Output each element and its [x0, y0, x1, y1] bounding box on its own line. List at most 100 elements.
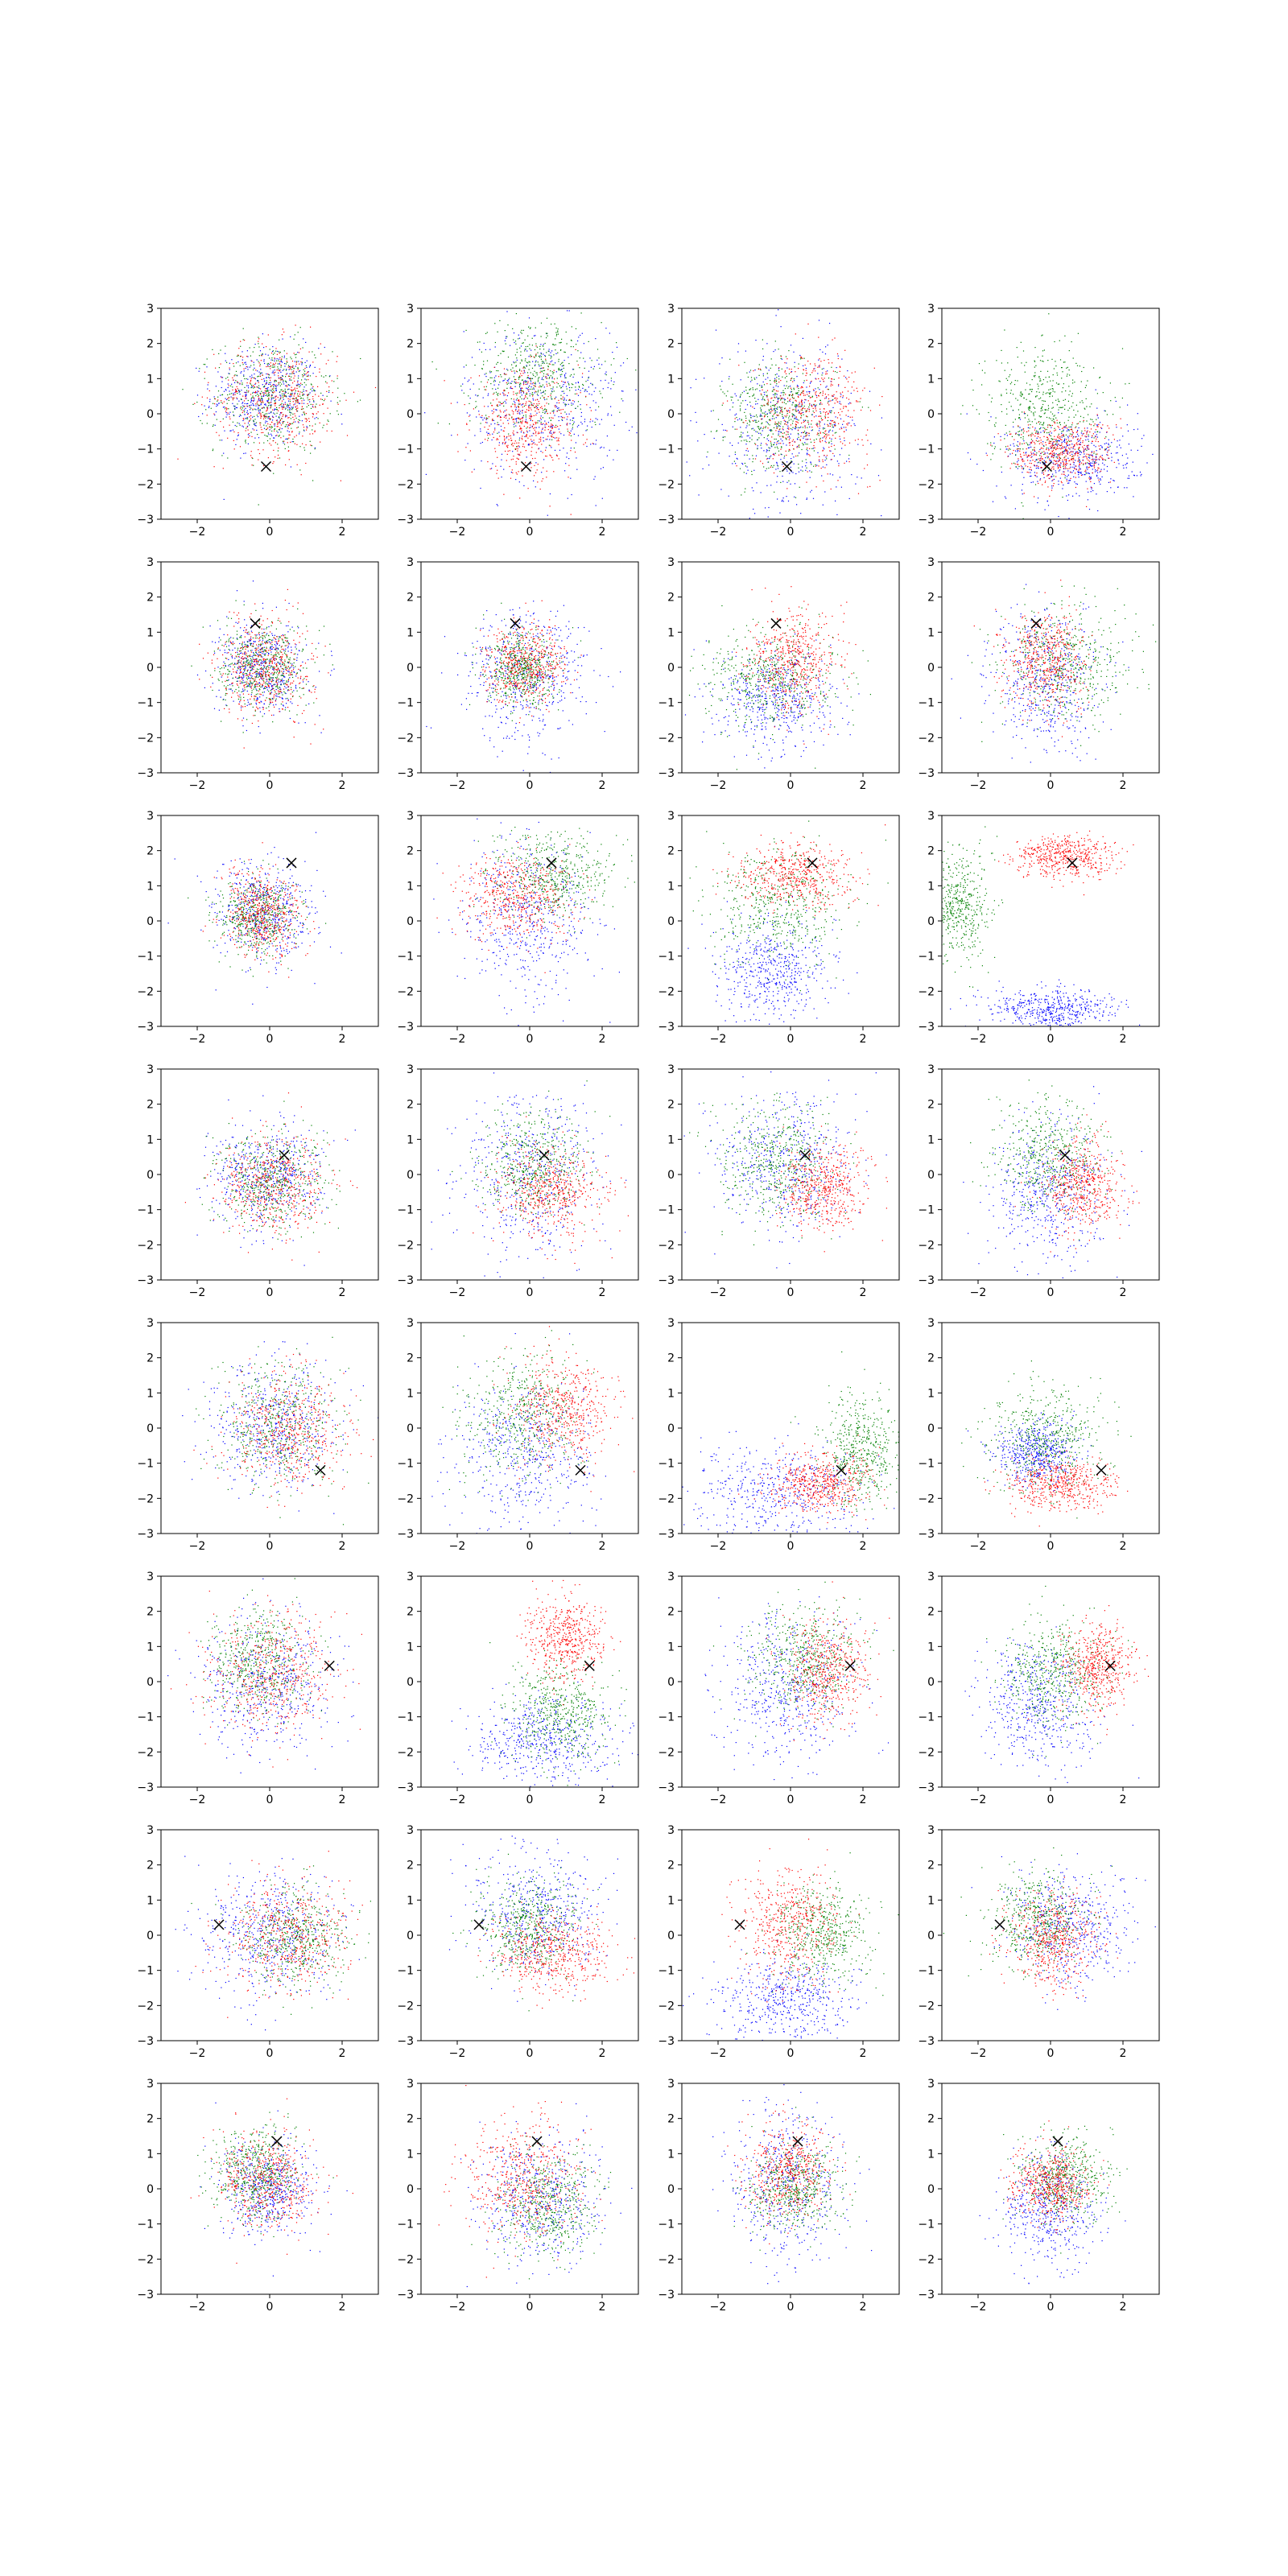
scatter-point: [770, 466, 771, 468]
scatter-point: [770, 406, 772, 407]
scatter-point: [242, 328, 244, 329]
scatter-point: [1092, 460, 1094, 462]
scatter-point: [742, 400, 744, 402]
scatter-point: [832, 398, 834, 401]
scatter-point: [605, 371, 607, 373]
scatter-point: [246, 365, 247, 368]
scatter-point: [270, 395, 272, 397]
scatter-point: [291, 398, 293, 399]
scatter-point: [246, 350, 248, 352]
scatter-point: [485, 422, 487, 423]
scatter-point: [990, 416, 992, 418]
scatter-point: [544, 420, 546, 422]
scatter-point: [510, 459, 512, 460]
scatter-point: [288, 369, 290, 370]
x-tick-label: 0: [787, 526, 795, 539]
scatter-point: [209, 401, 211, 402]
scatter-point: [444, 380, 445, 382]
scatter-point: [250, 398, 252, 400]
scatter-point: [786, 481, 788, 483]
scatter-point: [528, 410, 530, 411]
scatter-point: [537, 404, 539, 407]
scatter-point: [280, 359, 282, 361]
scatter-point: [477, 394, 479, 396]
scatter-point: [557, 328, 559, 330]
scatter-point: [679, 375, 680, 376]
scatter-point: [1072, 470, 1075, 472]
scatter-point: [774, 349, 776, 351]
scatter-point: [831, 445, 832, 448]
scatter-point: [250, 383, 251, 385]
scatter-point: [493, 419, 494, 421]
scatter-point: [262, 395, 264, 397]
scatter-point: [819, 393, 821, 394]
scatter-point: [869, 485, 871, 487]
scatter-point: [268, 374, 270, 375]
scatter-point: [329, 413, 331, 415]
scatter-point: [529, 427, 530, 429]
scatter-point: [746, 448, 748, 449]
scatter-point: [266, 408, 268, 410]
scatter-point: [812, 389, 815, 390]
scatter-point: [520, 351, 522, 353]
scatter-point: [774, 404, 776, 406]
scatter-point: [295, 409, 297, 411]
scatter-point: [526, 421, 528, 423]
scatter-point: [807, 450, 808, 452]
scatter-point: [793, 456, 795, 458]
scatter-point: [537, 394, 539, 396]
scatter-point: [213, 466, 215, 468]
scatter-point: [808, 454, 810, 456]
scatter-point: [282, 379, 283, 381]
scatter-point: [284, 395, 286, 397]
scatter-point: [267, 393, 269, 394]
scatter-point: [579, 386, 580, 388]
scatter-point: [473, 383, 474, 385]
scatter-point: [1078, 427, 1080, 429]
scatter-point: [766, 422, 769, 423]
scatter-point: [543, 391, 544, 393]
scatter-point: [517, 450, 518, 452]
scatter-point: [829, 450, 831, 452]
scatter-point: [741, 392, 743, 394]
scatter-point: [492, 463, 493, 464]
scatter-point: [830, 383, 832, 385]
scatter-point: [1059, 477, 1061, 479]
scatter-point: [593, 390, 595, 392]
scatter-point: [289, 408, 291, 410]
scatter-point: [533, 387, 535, 389]
scatter-point: [539, 382, 540, 384]
scatter-point: [297, 367, 299, 369]
scatter-point: [831, 438, 832, 440]
scatter-point: [520, 431, 522, 433]
y-tick-label: 3: [407, 303, 414, 316]
scatter-point: [1141, 438, 1143, 440]
scatter-point: [304, 370, 306, 372]
scatter-point: [235, 390, 237, 392]
scatter-point: [798, 436, 799, 438]
scatter-point: [487, 406, 489, 407]
scatter-point: [836, 353, 839, 355]
scatter-point: [802, 460, 803, 462]
scatter-point: [765, 414, 766, 415]
scatter-point: [490, 371, 493, 373]
scatter-point: [275, 388, 277, 390]
scatter-point: [755, 403, 757, 405]
scatter-point: [786, 413, 788, 415]
scatter-point: [493, 431, 495, 433]
scatter-point: [280, 377, 282, 378]
scatter-point: [535, 391, 537, 393]
scatter-point: [247, 378, 249, 380]
scatter-point: [1110, 478, 1112, 480]
scatter-point: [561, 419, 563, 420]
scatter-point: [780, 443, 782, 444]
scatter-point: [749, 458, 750, 460]
scatter-point: [525, 462, 526, 464]
scatter-point: [229, 424, 230, 426]
scatter-point: [551, 436, 553, 438]
scatter-point: [782, 481, 784, 482]
axes-frame: [420, 308, 639, 520]
y-tick-label: 3: [147, 303, 154, 316]
scatter-point: [551, 398, 553, 400]
scatter-point: [312, 416, 314, 418]
